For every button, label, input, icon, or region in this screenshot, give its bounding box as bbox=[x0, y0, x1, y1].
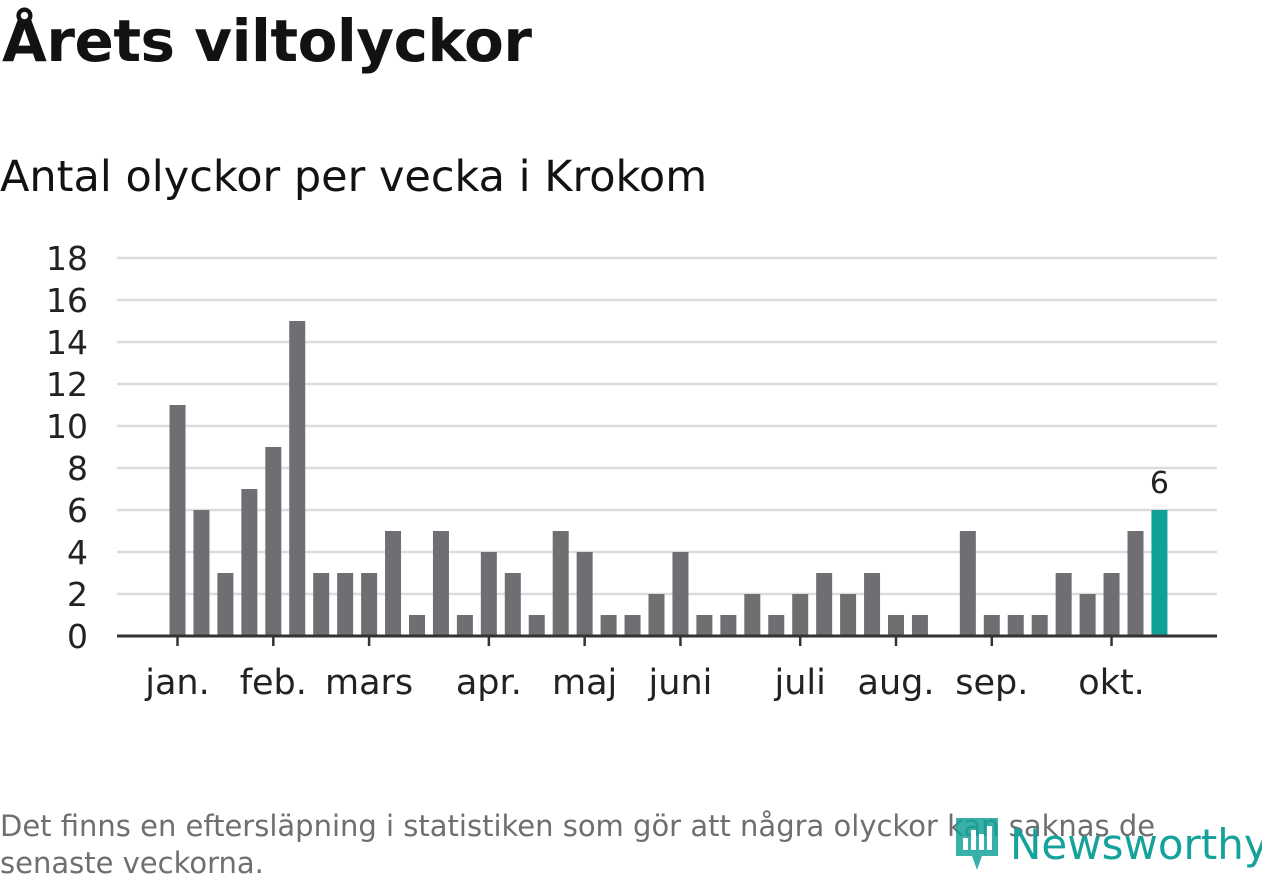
bar-week-16 bbox=[528, 615, 545, 636]
bar-week-15 bbox=[504, 573, 521, 636]
bar-week-24 bbox=[720, 615, 737, 636]
x-axis-ticks: jan. feb. mars apr. maj juni juli aug. sep. okt. bbox=[144, 636, 1145, 703]
chart-title: Årets viltolyckor bbox=[2, 7, 532, 75]
x-tick-label: juni bbox=[648, 663, 713, 703]
bar-week-19 bbox=[600, 615, 617, 636]
x-tick-label: okt. bbox=[1078, 663, 1145, 703]
x-tick-label: sep. bbox=[955, 663, 1028, 703]
y-tick-label: 16 bbox=[46, 281, 88, 320]
bar-week-7 bbox=[313, 573, 330, 636]
y-tick-label: 18 bbox=[46, 239, 88, 278]
bar-week-17 bbox=[552, 531, 569, 636]
bar-week-1 bbox=[169, 405, 186, 636]
grid-lines bbox=[117, 256, 1217, 596]
y-tick-label: 2 bbox=[67, 575, 88, 614]
bar-week-4 bbox=[241, 489, 258, 636]
bar-week-8 bbox=[337, 573, 354, 636]
x-tick-label: juli bbox=[774, 663, 826, 703]
bar-week-26 bbox=[768, 615, 785, 636]
bar-week-35 bbox=[983, 615, 1000, 636]
bar-week-31 bbox=[888, 615, 904, 636]
y-tick-label: 10 bbox=[46, 407, 88, 446]
y-tick-label: 4 bbox=[67, 533, 88, 572]
bar-week-3 bbox=[217, 573, 234, 636]
x-tick-label: feb. bbox=[240, 663, 307, 703]
bar-week-41 bbox=[1127, 531, 1144, 636]
x-tick-label: jan. bbox=[144, 663, 209, 703]
bar-week-36 bbox=[1007, 615, 1024, 636]
bar-week-32 bbox=[911, 615, 928, 636]
bar-week-27 bbox=[792, 594, 809, 636]
bar-week-21 bbox=[648, 594, 665, 636]
value-labels: 6 bbox=[1150, 466, 1169, 501]
bar-week-37 bbox=[1031, 615, 1048, 636]
x-tick-label: aug. bbox=[858, 663, 935, 703]
bar-week-39 bbox=[1079, 594, 1096, 636]
bar-week-34 bbox=[959, 531, 976, 636]
bar-week-23 bbox=[696, 615, 713, 636]
bar-week-40 bbox=[1103, 573, 1120, 636]
y-tick-label: 14 bbox=[46, 323, 88, 362]
newsworthy-logo: Newsworthy bbox=[952, 814, 1262, 874]
highlight-value-label: 6 bbox=[1150, 466, 1169, 501]
bar-week-14 bbox=[480, 552, 497, 636]
y-tick-label: 8 bbox=[67, 449, 88, 488]
newsworthy-icon bbox=[956, 818, 998, 870]
x-tick-label: apr. bbox=[456, 663, 522, 703]
y-tick-label: 12 bbox=[46, 365, 88, 404]
bars bbox=[169, 321, 1168, 636]
y-tick-label: 0 bbox=[67, 617, 88, 656]
bar-week-22 bbox=[672, 552, 689, 636]
bar-week-28 bbox=[816, 573, 833, 636]
bar-week-11 bbox=[409, 615, 425, 636]
bar-week-6 bbox=[289, 321, 306, 636]
x-tick-label: mars bbox=[325, 663, 413, 703]
bar-week-13 bbox=[456, 615, 473, 636]
bar-week-9 bbox=[361, 573, 378, 636]
bar-week-29 bbox=[840, 594, 857, 636]
y-tick-label: 6 bbox=[67, 491, 88, 530]
bar-week-10 bbox=[385, 531, 402, 636]
bar-week-12 bbox=[432, 531, 449, 636]
bar-week-20 bbox=[624, 615, 641, 636]
brand-name: Newsworthy bbox=[1010, 819, 1262, 869]
bar-week-2 bbox=[193, 510, 210, 636]
bar-week-18 bbox=[576, 552, 593, 636]
bar-week-5 bbox=[265, 447, 282, 636]
chart-subtitle: Antal olyckor per vecka i Krokom bbox=[0, 152, 708, 202]
bar-week-25 bbox=[744, 594, 761, 636]
x-tick-label: maj bbox=[552, 663, 617, 703]
bar-week-30 bbox=[864, 573, 881, 636]
bar-week-38 bbox=[1055, 573, 1072, 636]
bar-week-42 bbox=[1151, 510, 1168, 636]
